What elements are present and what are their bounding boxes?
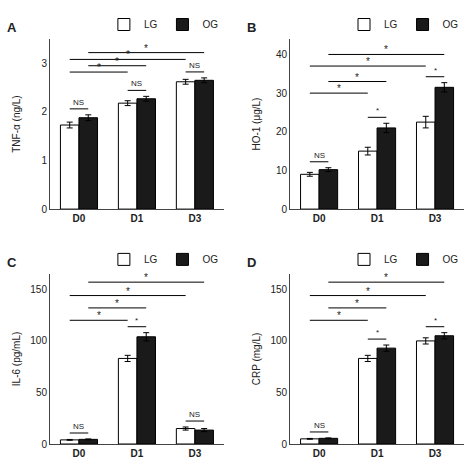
svg-text:D: D: [247, 255, 256, 270]
svg-text:*: *: [366, 286, 370, 297]
svg-text:*: *: [97, 62, 101, 73]
svg-text:HO-1 (μg/L): HO-1 (μg/L): [251, 98, 262, 151]
svg-text:NS: NS: [189, 61, 200, 70]
svg-text:*: *: [355, 298, 359, 309]
svg-text:*: *: [376, 106, 379, 115]
svg-text:*: *: [376, 328, 379, 337]
svg-text:*: *: [126, 49, 130, 60]
svg-text:*: *: [115, 298, 119, 309]
svg-text:*: *: [115, 56, 119, 67]
svg-text:LG: LG: [384, 254, 398, 265]
svg-text:*: *: [144, 43, 148, 54]
svg-text:40: 40: [276, 49, 288, 60]
svg-text:OG: OG: [443, 254, 459, 265]
svg-text:A: A: [7, 20, 17, 35]
svg-text:D0: D0: [73, 448, 86, 459]
svg-text:*: *: [384, 44, 388, 55]
svg-text:0: 0: [41, 204, 47, 215]
svg-text:50: 50: [36, 387, 48, 398]
svg-text:2: 2: [41, 106, 47, 117]
svg-text:D1: D1: [131, 448, 144, 459]
svg-text:1: 1: [41, 155, 47, 166]
svg-text:NS: NS: [131, 79, 142, 88]
svg-text:IL-6 (pg/mL): IL-6 (pg/mL): [11, 332, 22, 386]
svg-text:D0: D0: [73, 213, 86, 224]
svg-text:NS: NS: [314, 421, 325, 430]
svg-text:LG: LG: [144, 19, 158, 30]
svg-text:10: 10: [276, 165, 288, 176]
svg-text:150: 150: [270, 284, 287, 295]
svg-text:*: *: [434, 66, 437, 75]
svg-text:0: 0: [282, 204, 288, 215]
svg-text:C: C: [7, 255, 17, 270]
svg-text:0: 0: [282, 439, 288, 450]
svg-text:*: *: [366, 56, 370, 67]
svg-text:3: 3: [41, 58, 47, 69]
svg-text:TNF-α (ng/L): TNF-α (ng/L): [11, 95, 22, 152]
svg-text:LG: LG: [144, 254, 158, 265]
svg-text:CRP (mg/L): CRP (mg/L): [251, 333, 262, 386]
svg-text:0: 0: [41, 439, 47, 450]
svg-text:NS: NS: [73, 422, 84, 431]
svg-text:D3: D3: [189, 448, 202, 459]
svg-text:*: *: [355, 72, 359, 83]
svg-text:NS: NS: [73, 98, 84, 107]
svg-text:150: 150: [30, 284, 47, 295]
svg-text:LG: LG: [384, 19, 398, 30]
svg-text:B: B: [247, 20, 256, 35]
svg-text:D1: D1: [371, 213, 384, 224]
svg-text:OG: OG: [202, 19, 218, 30]
svg-text:20: 20: [276, 126, 288, 137]
svg-text:D0: D0: [313, 448, 326, 459]
svg-text:D0: D0: [313, 213, 326, 224]
svg-text:D3: D3: [189, 213, 202, 224]
svg-text:100: 100: [270, 335, 287, 346]
svg-text:D3: D3: [429, 448, 442, 459]
svg-text:*: *: [97, 310, 101, 321]
svg-text:D1: D1: [371, 448, 384, 459]
svg-text:100: 100: [30, 335, 47, 346]
svg-text:*: *: [434, 316, 437, 325]
svg-text:OG: OG: [443, 19, 459, 30]
svg-text:*: *: [337, 310, 341, 321]
svg-text:*: *: [337, 83, 341, 94]
svg-text:*: *: [144, 272, 148, 283]
svg-text:*: *: [126, 286, 130, 297]
svg-text:50: 50: [276, 387, 288, 398]
svg-text:OG: OG: [202, 254, 218, 265]
svg-text:NS: NS: [189, 410, 200, 419]
svg-text:*: *: [384, 272, 388, 283]
svg-text:D3: D3: [429, 213, 442, 224]
svg-text:*: *: [135, 316, 138, 325]
svg-text:NS: NS: [314, 151, 325, 160]
svg-text:30: 30: [276, 88, 288, 99]
svg-text:D1: D1: [131, 213, 144, 224]
